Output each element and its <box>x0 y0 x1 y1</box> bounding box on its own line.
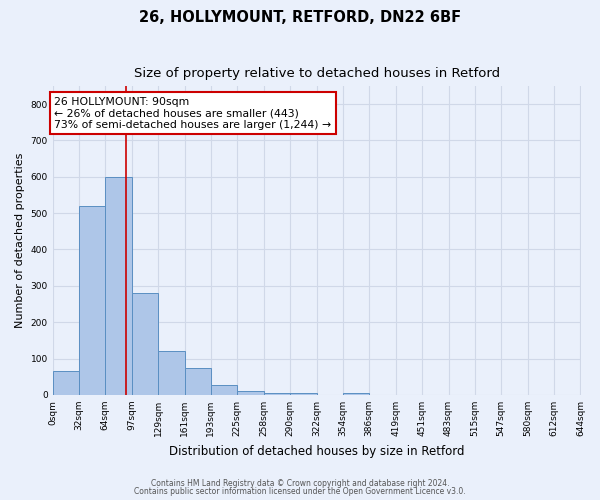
Bar <box>105 176 132 395</box>
Bar <box>132 293 158 395</box>
Title: Size of property relative to detached houses in Retford: Size of property relative to detached ho… <box>134 68 500 80</box>
Bar <box>185 368 211 395</box>
Text: 26 HOLLYMOUNT: 90sqm
← 26% of detached houses are smaller (443)
73% of semi-deta: 26 HOLLYMOUNT: 90sqm ← 26% of detached h… <box>55 96 331 130</box>
Bar <box>79 206 105 395</box>
Y-axis label: Number of detached properties: Number of detached properties <box>15 152 25 328</box>
Bar <box>290 393 317 395</box>
Text: Contains HM Land Registry data © Crown copyright and database right 2024.: Contains HM Land Registry data © Crown c… <box>151 478 449 488</box>
Text: 26, HOLLYMOUNT, RETFORD, DN22 6BF: 26, HOLLYMOUNT, RETFORD, DN22 6BF <box>139 10 461 25</box>
Bar <box>343 393 369 395</box>
Text: Contains public sector information licensed under the Open Government Licence v3: Contains public sector information licen… <box>134 487 466 496</box>
Bar <box>264 393 290 395</box>
Bar <box>158 352 185 395</box>
Bar <box>237 390 264 395</box>
Bar <box>53 372 79 395</box>
X-axis label: Distribution of detached houses by size in Retford: Distribution of detached houses by size … <box>169 444 464 458</box>
Bar <box>211 384 237 395</box>
